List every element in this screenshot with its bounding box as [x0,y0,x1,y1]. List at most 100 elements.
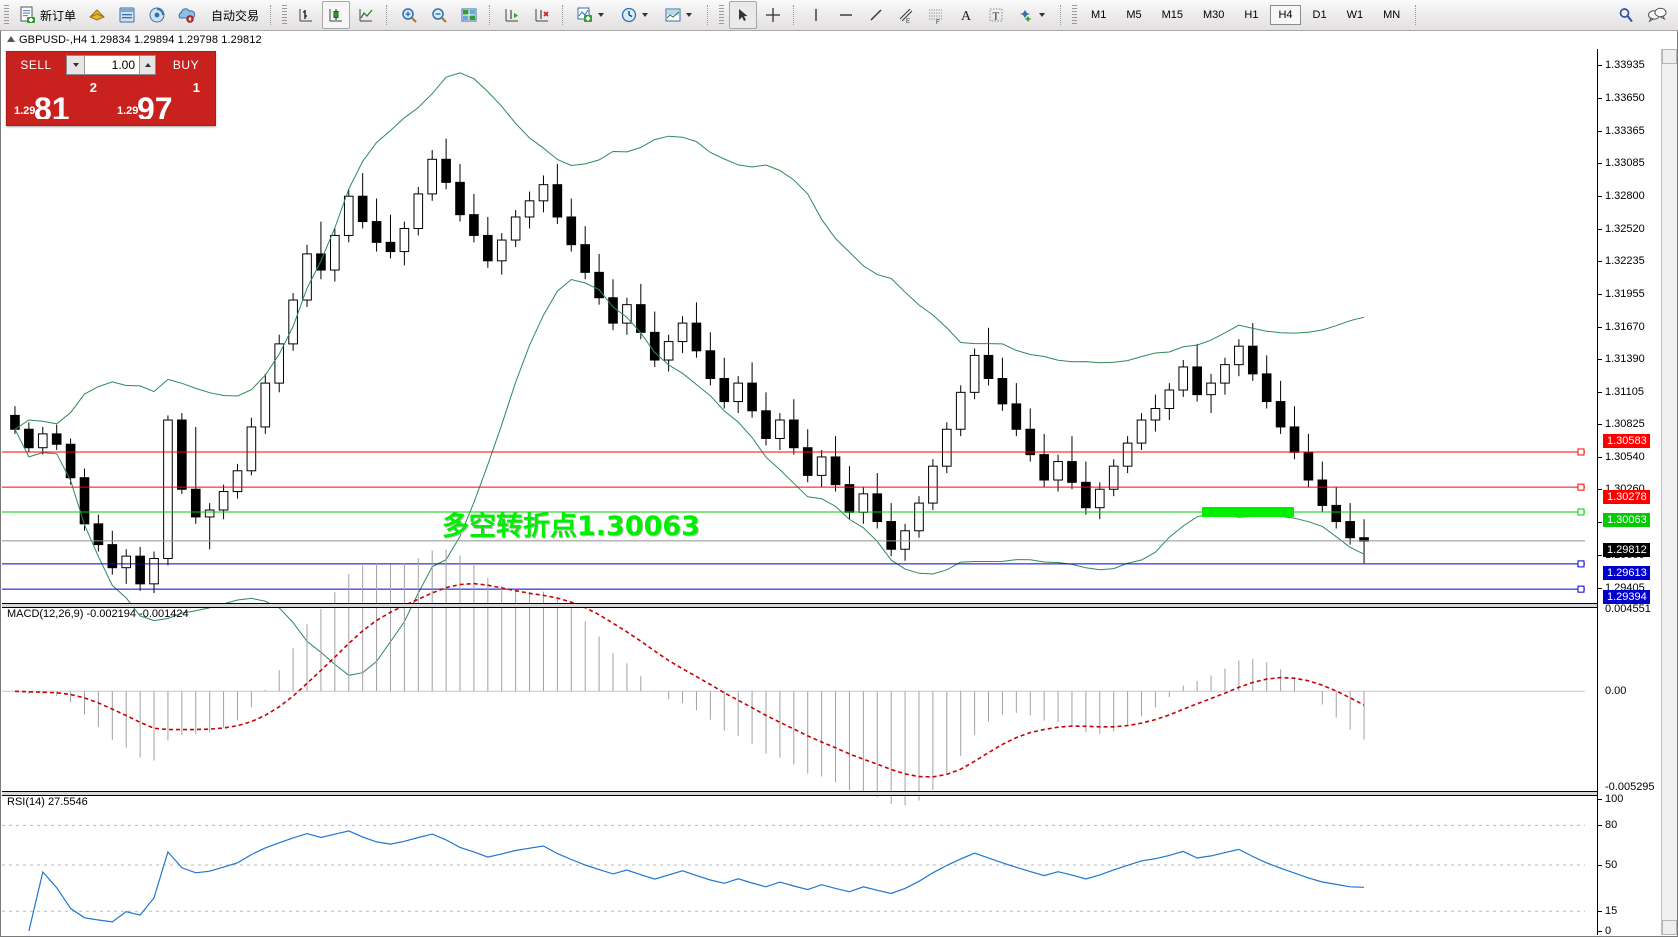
chat-button[interactable] [1642,1,1670,29]
price-axis-label: 1.33650 [1605,92,1645,105]
volume-dropdown-button[interactable] [67,56,85,74]
price-axis-label: 1.31390 [1605,352,1645,365]
svg-text:F: F [936,20,940,24]
shapes-button[interactable] [1012,1,1054,29]
auto-scroll-button[interactable] [528,1,556,29]
price-axis-label: 1.33365 [1605,125,1645,138]
price-badge-order-2[interactable]: 1.29394 [1603,590,1650,604]
new-order-button[interactable]: 新订单 [14,1,81,29]
buy-button[interactable]: BUY [172,58,200,72]
timeframe-w1[interactable]: W1 [1346,9,1364,21]
price-axis-tick [1598,228,1602,230]
rsi-panel-separator [2,791,1597,796]
data-window-button[interactable] [113,1,141,29]
vline-button[interactable] [802,1,830,29]
volume-increment-button[interactable] [139,56,155,74]
draw-toolbar-grip[interactable] [719,5,725,25]
price-badge-resistance-2[interactable]: 1.30278 [1603,490,1650,504]
volume-field[interactable]: 1.00 [66,55,156,75]
price-axis-tick [1598,131,1602,133]
price-badge-order-1[interactable]: 1.29613 [1603,566,1650,580]
new-order-icon [19,6,37,24]
sell-price-big: 81 [34,91,70,119]
trendline-icon [867,6,885,24]
cursor-button[interactable] [729,1,758,29]
zoom-in-icon [400,6,418,24]
chart-plot-area[interactable]: MACD(12,26,9) -0.002194 -0.001424 RSI(14… [2,49,1597,935]
scroll-up-button[interactable] [1662,49,1677,64]
svg-text:T: T [993,11,1000,23]
price-axis-tick [1598,163,1602,165]
volume-value[interactable]: 1.00 [111,58,135,72]
rsi-panel-group [2,824,1585,932]
templates-caret-icon[interactable] [686,13,693,17]
equidistant-channel-button[interactable]: E [892,1,920,29]
sell-button[interactable]: SELL [20,58,52,72]
chart-window[interactable]: GBPUSD-,H4 1.29834 1.29894 1.29798 1.298… [0,31,1678,937]
text-icon: A [957,6,975,24]
chart-collapse-icon[interactable] [7,36,15,42]
buy-price-display[interactable]: 1.29 97 1 [113,78,212,119]
rsi-axis-tick [1598,825,1602,827]
shapes-caret-icon[interactable] [1039,13,1046,17]
one-click-trading-panel[interactable]: SELL 1.00 BUY 1.29 81 2 [6,51,216,126]
sell-price-display[interactable]: 1.29 81 2 [10,78,109,119]
timeframe-h4[interactable]: H4 [1270,5,1301,25]
search-button[interactable] [1612,1,1640,29]
periods-caret-icon[interactable] [642,13,649,17]
label-button[interactable]: T [982,1,1010,29]
buy-price-prefix: 1.29 [117,105,139,117]
indicators-caret-icon[interactable] [598,13,605,17]
fibonacci-button[interactable]: F [922,1,950,29]
rsi-indicator-label: RSI(14) 27.5546 [7,796,88,808]
timeframe-m15[interactable]: M15 [1161,9,1183,21]
order-panel-prices: 1.29 81 2 1.29 97 1 [7,78,215,122]
macd-axis-label: -0.005295 [1605,781,1655,793]
price-badge-support[interactable]: 1.30063 [1603,513,1650,527]
chart-grid-button[interactable] [455,1,483,29]
templates-button[interactable] [659,1,701,29]
text-button[interactable]: A [952,1,980,29]
chart-vertical-scrollbar[interactable] [1661,49,1677,935]
terminal-button[interactable] [173,1,201,29]
chart-shift-button[interactable] [498,1,526,29]
bar-chart-button[interactable] [292,1,320,29]
macd-indicator-label: MACD(12,26,9) -0.002194 -0.001424 [7,608,189,620]
toolbar-grip[interactable] [4,5,9,25]
rsi-axis-tick [1598,799,1602,800]
zoom-out-button[interactable] [425,1,453,29]
expert-advisor-button[interactable] [83,1,111,29]
toolbar-separator-4 [562,5,565,25]
hline-button[interactable] [832,1,860,29]
toolbar-separator-6 [793,5,796,25]
timeframe-h1[interactable]: H1 [1244,9,1259,21]
timeframe-mn[interactable]: MN [1383,9,1401,21]
zoom-in-button[interactable] [395,1,423,29]
line-chart-button[interactable] [352,1,380,29]
crosshair-icon [764,6,782,24]
vline-icon [807,6,825,24]
price-axis-tick [1598,196,1602,198]
timeframe-d1[interactable]: D1 [1312,9,1327,21]
price-axis-tick [1598,555,1602,556]
scroll-down-button[interactable] [1662,920,1677,935]
indicators-button[interactable] [571,1,613,29]
periods-button[interactable] [615,1,657,29]
sell-price-prefix: 1.29 [14,105,36,117]
timeframe-m5[interactable]: M5 [1126,9,1142,21]
chart-grid-icon [460,6,478,24]
autotrade-button[interactable]: 自动交易 [203,1,264,29]
price-badge-bid[interactable]: 1.29812 [1603,543,1650,557]
trendline-button[interactable] [862,1,890,29]
timeframe-m1[interactable]: M1 [1091,9,1107,21]
fibonacci-icon: F [927,6,945,24]
templates-icon [664,6,682,24]
candlestick-chart-button[interactable] [322,1,351,29]
navigator-button[interactable] [143,1,171,29]
price-badge-resistance-1[interactable]: 1.30583 [1603,434,1650,448]
timeframe-toolbar-grip[interactable] [1072,5,1078,25]
timeframe-m30[interactable]: M30 [1203,9,1225,21]
crosshair-button[interactable] [759,1,787,29]
chart-toolbar-grip[interactable] [282,5,288,25]
